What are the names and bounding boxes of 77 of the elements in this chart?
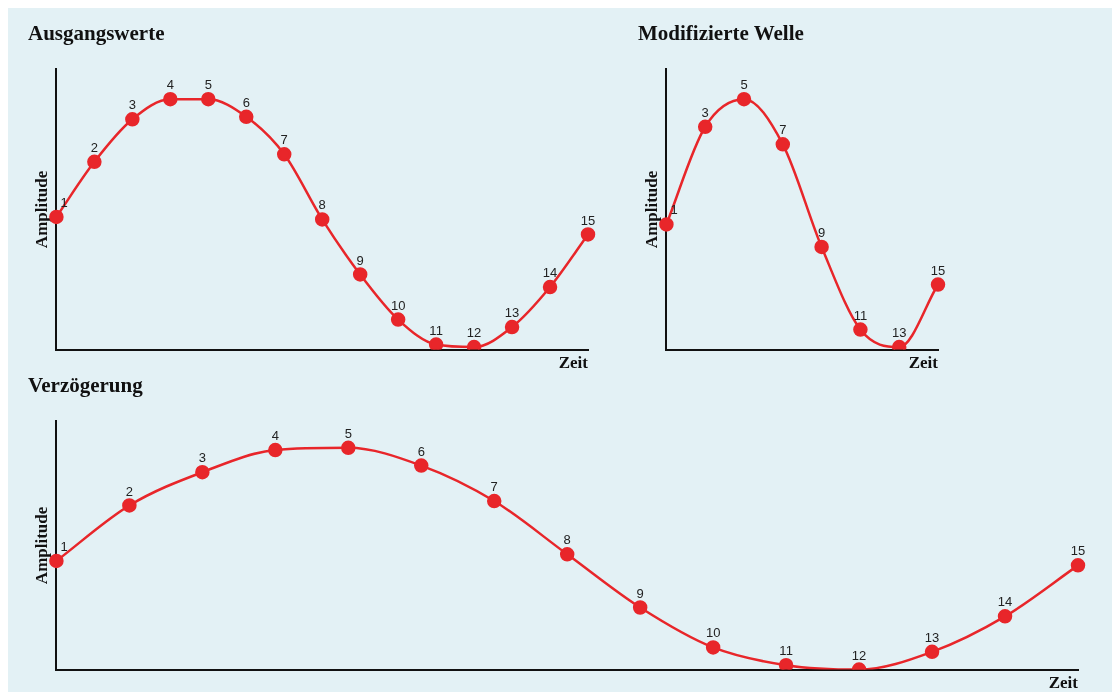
- x-tick-label: 13: [891, 325, 907, 341]
- point: [352, 267, 368, 282]
- x-tick-label: 10: [390, 297, 406, 313]
- x-tick-label: 3: [128, 97, 136, 113]
- point: [778, 657, 794, 670]
- x-tick-label: 5: [204, 77, 212, 93]
- x-tick-label: 10: [705, 625, 721, 641]
- point: [414, 458, 429, 473]
- x-tick-label: 3: [701, 104, 709, 120]
- x-tick-label: 14: [997, 594, 1013, 610]
- point: [239, 109, 254, 125]
- x-tick-label: 15: [930, 262, 946, 278]
- point: [853, 322, 868, 337]
- chart-title: Ausgangswerte: [28, 21, 165, 46]
- point: [1070, 558, 1086, 573]
- y-axis-title: Amplitude: [31, 170, 51, 249]
- point: [814, 239, 829, 255]
- x-tick-label: 13: [924, 629, 940, 645]
- point: [924, 644, 940, 660]
- point: [736, 91, 752, 107]
- point: [559, 547, 575, 562]
- point: [542, 279, 558, 295]
- y-axis-title: Amplitude: [641, 170, 661, 249]
- x-tick-label: 2: [90, 139, 98, 155]
- point: [697, 119, 713, 135]
- x-tick-label: 9: [356, 252, 364, 268]
- point: [632, 600, 648, 615]
- x-tick-label: 12: [466, 325, 482, 341]
- point: [930, 277, 946, 292]
- x-tick-label: 14: [542, 265, 558, 281]
- x-tick-label: 6: [417, 443, 425, 459]
- point: [428, 337, 444, 350]
- x-tick-label: 9: [636, 585, 644, 601]
- x-tick-label: 5: [344, 425, 352, 441]
- x-tick-label: 9: [817, 225, 826, 241]
- x-tick-label: 11: [853, 307, 868, 323]
- x-tick-label: 13: [504, 305, 520, 321]
- x-axis-title: Zeit: [908, 353, 939, 373]
- point: [580, 227, 596, 242]
- x-tick-label: 8: [563, 532, 571, 548]
- x-tick-label: 2: [125, 483, 133, 499]
- x-tick-label: 15: [1070, 543, 1086, 559]
- point: [314, 212, 330, 227]
- x-tick-label: 7: [280, 132, 288, 148]
- point: [195, 464, 210, 480]
- x-tick-label: 8: [318, 197, 326, 213]
- point: [997, 609, 1013, 624]
- point: [201, 91, 216, 107]
- point: [87, 154, 102, 170]
- y-axis-title: Amplitude: [31, 506, 51, 585]
- point: [125, 112, 140, 127]
- point: [122, 498, 137, 513]
- chart-title: Verzögerung: [28, 373, 144, 398]
- chart-title: Modifizierte Welle: [638, 21, 804, 46]
- x-tick-label: 11: [429, 322, 443, 338]
- x-tick-label: 15: [580, 212, 596, 228]
- x-tick-label: 7: [490, 479, 498, 495]
- x-axis-title: Zeit: [1048, 673, 1079, 692]
- x-tick-label: 4: [166, 77, 174, 93]
- point: [705, 640, 721, 655]
- x-tick-label: 5: [740, 77, 748, 93]
- x-tick-label: 7: [779, 122, 787, 138]
- point: [775, 137, 791, 152]
- x-tick-label: 11: [779, 643, 793, 659]
- point: [390, 312, 406, 327]
- x-tick-label: 4: [271, 428, 279, 444]
- x-tick-label: 3: [198, 450, 206, 466]
- point: [341, 440, 356, 456]
- point: [486, 493, 502, 509]
- x-tick-label: 6: [242, 94, 250, 110]
- x-axis-title: Zeit: [558, 353, 589, 373]
- point: [163, 91, 178, 107]
- x-tick-label: 12: [851, 647, 867, 663]
- point: [504, 319, 520, 335]
- point: [276, 147, 292, 162]
- x-tick-label: 1: [60, 539, 68, 554]
- point: [268, 442, 283, 458]
